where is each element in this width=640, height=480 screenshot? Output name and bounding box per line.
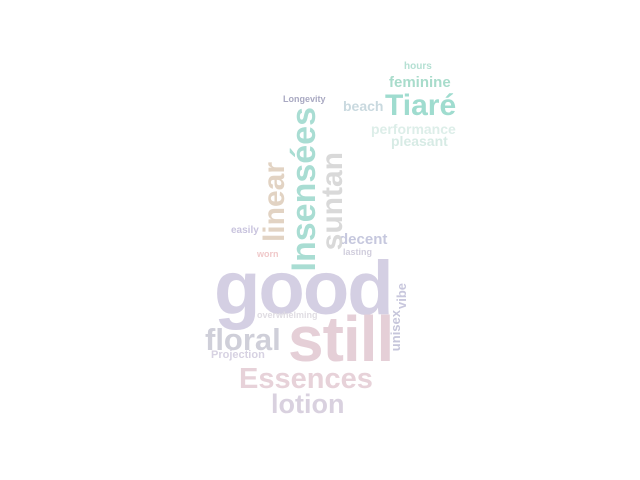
word-floral: floral xyxy=(205,322,281,357)
word-lotion: lotion xyxy=(271,389,345,419)
word-easily: easily xyxy=(231,225,259,236)
word-feminine: feminine xyxy=(389,74,451,91)
word-lasting: lasting xyxy=(343,247,373,257)
word-pleasant: pleasant xyxy=(391,133,448,149)
word-vibe: vibe xyxy=(394,283,409,310)
word-essences: Essences xyxy=(239,363,373,395)
word-performance: performance xyxy=(371,121,456,137)
word-suntan: suntan xyxy=(316,152,349,251)
word-still: still xyxy=(288,303,394,375)
word-good: good xyxy=(214,246,394,331)
word-longevity: Longevity xyxy=(283,94,326,104)
word-unisex: unisex xyxy=(388,310,403,352)
word-overwhelming: overwhelming xyxy=(257,310,318,320)
word-decent: decent xyxy=(339,231,388,248)
word-tiare: Tiaré xyxy=(385,89,457,122)
word-projection: Projection xyxy=(211,349,265,361)
word-beach: beach xyxy=(343,98,384,114)
word-hours: hours xyxy=(404,61,432,72)
word-worn: worn xyxy=(257,249,279,259)
